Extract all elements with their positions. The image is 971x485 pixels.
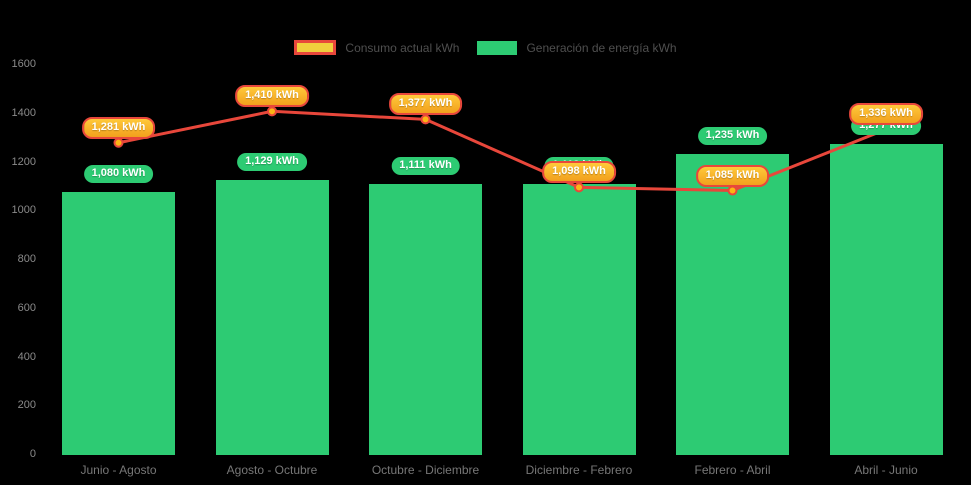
- consumo-value-pill: 1,085 kWh: [695, 164, 770, 187]
- generacion-bar[interactable]: [522, 183, 636, 455]
- x-axis-label: Diciembre - Febrero: [525, 463, 633, 477]
- consumo-line-marker[interactable]: [267, 106, 277, 117]
- y-tick-label: 0: [29, 448, 36, 460]
- consumo-value-pill: 1,098 kWh: [542, 161, 616, 184]
- consumo-value-pill: 1,410 kWh: [235, 85, 309, 108]
- generacion-bar[interactable]: [676, 153, 789, 455]
- y-tick-label: 200: [17, 399, 36, 412]
- consumo-swatch-icon: [294, 40, 337, 55]
- consumo-line-marker[interactable]: [420, 114, 431, 125]
- generacion-value-pill: 1,129 kWh: [237, 152, 307, 171]
- y-tick-label: 800: [17, 253, 36, 265]
- generacion-bar[interactable]: [369, 184, 482, 455]
- y-tick-label: 1000: [11, 204, 36, 217]
- consumo-legend-label: Consumo actual kWh: [345, 40, 460, 55]
- generacion-value-pill: 1,111 kWh: [391, 157, 460, 176]
- consumo-value-pill: 1,377 kWh: [388, 93, 463, 116]
- y-tick-label: 1400: [11, 106, 36, 119]
- legend-item-consumo[interactable]: Consumo actual kWh: [294, 40, 459, 55]
- generacion-bar[interactable]: [215, 179, 329, 455]
- generacion-legend-label: Generación de energía kWh: [526, 40, 677, 55]
- consumo-value-pill: 1,336 kWh: [849, 103, 923, 126]
- x-axis-label: Junio - Agosto: [80, 463, 157, 477]
- consumo-line-marker[interactable]: [727, 185, 738, 196]
- legend-item-generacion[interactable]: Generación de energía kWh: [477, 40, 677, 55]
- x-axis-label: Agosto - Octubre: [226, 463, 318, 477]
- y-tick-label: 1600: [11, 58, 36, 70]
- generacion-swatch-icon: [477, 40, 518, 55]
- consumo-line-marker[interactable]: [113, 137, 124, 148]
- generacion-bar[interactable]: [62, 191, 175, 455]
- x-axis-label: Febrero - Abril: [694, 463, 771, 477]
- consumo-value-pill: 1,281 kWh: [81, 116, 156, 139]
- consumo-line-path: [118, 109, 887, 193]
- consumo-line-marker[interactable]: [574, 182, 584, 193]
- legend: Consumo actual kWh Generación de energía…: [0, 40, 971, 55]
- y-tick-label: 1200: [11, 155, 36, 168]
- x-axis-label: Octubre - Diciembre: [371, 463, 480, 477]
- x-axis-label: Abril - Junio: [854, 463, 918, 477]
- y-tick-label: 600: [17, 301, 36, 314]
- generacion-value-pill: 1,235 kWh: [697, 126, 768, 145]
- generacion-bar[interactable]: [829, 143, 943, 455]
- y-tick-label: 400: [17, 350, 36, 363]
- generacion-value-pill: 1,080 kWh: [83, 164, 154, 183]
